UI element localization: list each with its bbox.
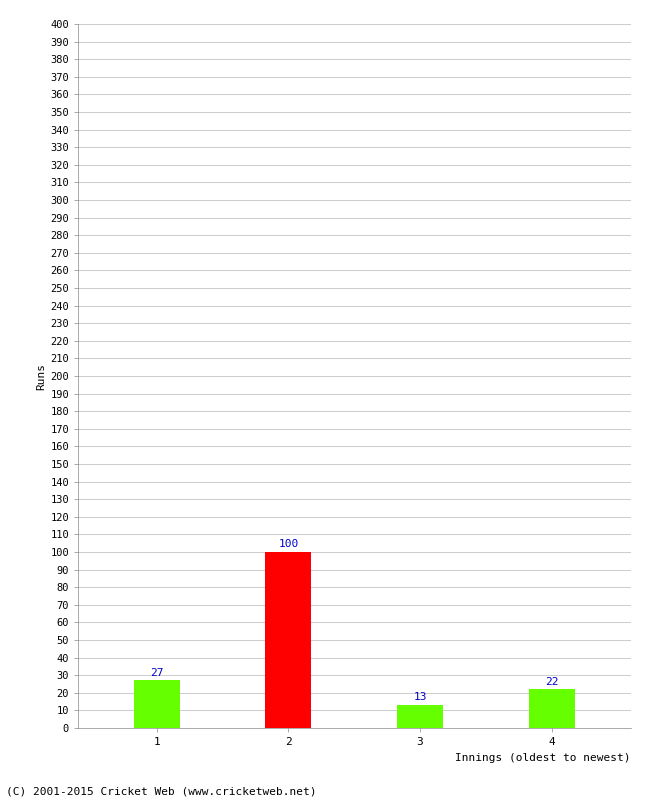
Text: (C) 2001-2015 Cricket Web (www.cricketweb.net): (C) 2001-2015 Cricket Web (www.cricketwe… xyxy=(6,786,317,796)
Bar xyxy=(528,690,575,728)
Text: 100: 100 xyxy=(278,539,298,550)
X-axis label: Innings (oldest to newest): Innings (oldest to newest) xyxy=(455,753,630,762)
Bar xyxy=(265,552,311,728)
Text: 13: 13 xyxy=(413,693,427,702)
Text: 27: 27 xyxy=(150,668,164,678)
Text: 22: 22 xyxy=(545,677,558,686)
Y-axis label: Runs: Runs xyxy=(36,362,46,390)
Bar xyxy=(134,681,180,728)
Bar xyxy=(397,705,443,728)
